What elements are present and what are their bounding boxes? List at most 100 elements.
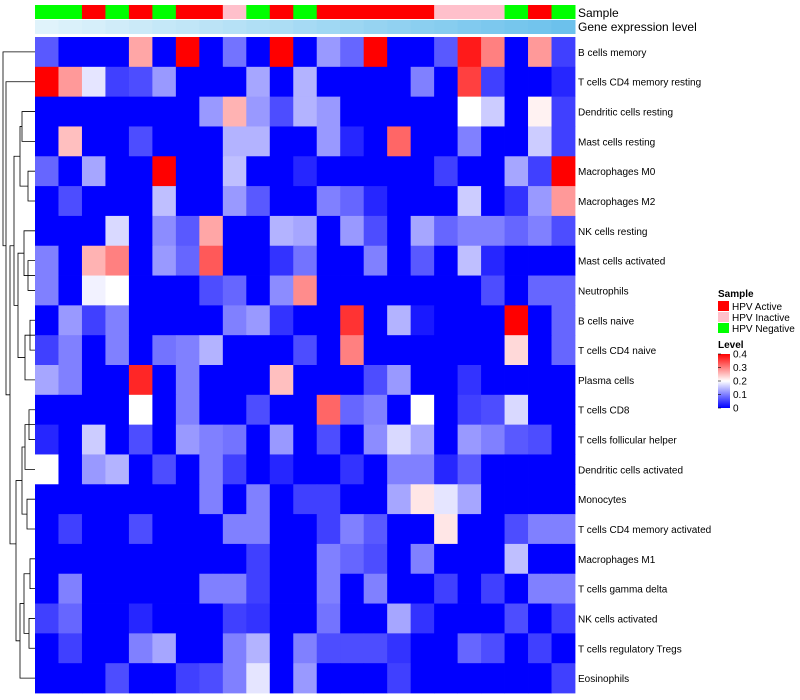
sample-legend-swatch	[718, 312, 729, 322]
heatmap-cell	[551, 335, 576, 366]
sample-annotation-cell	[199, 5, 224, 19]
heatmap-cell	[340, 215, 365, 247]
heatmap-cell	[316, 66, 341, 98]
heatmap-cell	[410, 514, 435, 545]
heatmap-cell	[410, 37, 435, 68]
heatmap-cell	[246, 543, 271, 575]
sample-legend-swatch	[718, 323, 729, 333]
heatmap-cell	[246, 633, 271, 664]
heatmap-cell	[410, 454, 435, 485]
gene-expression-cell	[128, 20, 153, 34]
heatmap-cell	[269, 305, 294, 336]
heatmap-cell	[457, 245, 482, 276]
sample-legend-swatch	[718, 301, 729, 311]
heatmap-cell	[481, 335, 505, 366]
heatmap-cell	[481, 603, 505, 634]
heatmap-cell	[504, 126, 529, 157]
heatmap-cell	[504, 245, 529, 276]
heatmap-cell	[152, 96, 177, 127]
heatmap-cell	[105, 454, 130, 485]
gene-expression-cell	[410, 20, 435, 34]
heatmap-cell	[35, 365, 59, 396]
heatmap-cell	[222, 484, 247, 515]
heatmap-cell	[58, 663, 83, 694]
heatmap-cell	[222, 454, 247, 485]
heatmap-cell	[293, 126, 318, 157]
heatmap-cell	[410, 156, 435, 187]
heatmap-cell	[269, 335, 294, 366]
heatmap-cell	[551, 484, 576, 515]
heatmap-cell	[528, 245, 552, 276]
heatmap-cell	[246, 514, 271, 545]
heatmap-cell	[222, 603, 247, 634]
heatmap-cell	[410, 573, 435, 604]
heatmap-cell	[128, 424, 153, 455]
heatmap-cell	[504, 424, 529, 455]
heatmap-cell	[387, 543, 412, 575]
heatmap-cell	[551, 573, 576, 604]
heatmap-cell	[457, 305, 482, 336]
heatmap-cell	[58, 365, 83, 396]
heatmap-cell	[410, 484, 435, 515]
heatmap-cell	[58, 245, 83, 276]
heatmap-cell	[504, 394, 529, 426]
heatmap-cell	[387, 424, 412, 455]
heatmap-cell	[35, 484, 59, 515]
heatmap-cell	[152, 305, 177, 336]
heatmap-cell	[528, 603, 552, 634]
heatmap-cell	[340, 365, 365, 396]
sample-annotation-cell	[340, 5, 365, 19]
row-label: B cells memory	[578, 48, 646, 59]
heatmap-cell	[551, 66, 576, 98]
heatmap-cell	[35, 37, 59, 68]
heatmap-cell	[481, 245, 505, 276]
heatmap-cell	[457, 96, 482, 127]
row-label: T cells CD4 memory activated	[578, 525, 711, 536]
heatmap-cell	[528, 454, 552, 485]
heatmap-cell	[528, 275, 552, 306]
heatmap-cell	[152, 603, 177, 634]
heatmap-cell	[316, 633, 341, 664]
level-legend-title: Level	[718, 340, 744, 351]
heatmap-cell	[105, 424, 130, 455]
heatmap-cell	[316, 305, 341, 336]
heatmap-cell	[81, 603, 106, 634]
heatmap-cell	[528, 66, 552, 98]
sample-legend-label: HPV Negative	[732, 324, 795, 335]
dendrogram-branch	[28, 618, 35, 649]
heatmap-cell	[551, 514, 576, 545]
heatmap-cell	[528, 215, 552, 247]
heatmap-cell	[35, 663, 59, 694]
heatmap-cell	[434, 663, 459, 694]
heatmap-cell	[316, 335, 341, 366]
heatmap-cell	[222, 335, 247, 366]
heatmap-cell	[175, 394, 200, 426]
dendrogram-branch	[23, 230, 35, 276]
heatmap-cell	[246, 66, 271, 98]
sample-annotation-cell	[387, 5, 412, 19]
heatmap-cell	[434, 126, 459, 157]
heatmap-cell	[105, 305, 130, 336]
heatmap-cell	[340, 275, 365, 306]
heatmap-cell	[528, 37, 552, 68]
heatmap-cell	[58, 603, 83, 634]
sample-annotation-cell	[504, 5, 529, 19]
heatmap-cell	[175, 573, 200, 604]
heatmap-cell	[363, 275, 388, 306]
heatmap-cell	[152, 663, 177, 694]
heatmap-cell	[340, 335, 365, 366]
heatmap-cell	[293, 424, 318, 455]
heatmap-cell	[128, 335, 153, 366]
gene-expression-cell	[316, 20, 341, 34]
row-label: Neutrophils	[578, 286, 629, 297]
heatmap-cell	[128, 215, 153, 247]
sample-annotation-cell	[363, 5, 388, 19]
heatmap-cell	[363, 96, 388, 127]
heatmap-cell	[410, 215, 435, 247]
heatmap-cell	[293, 573, 318, 604]
heatmap-cell	[105, 633, 130, 664]
heatmap-cell	[316, 424, 341, 455]
heatmap-cell	[105, 365, 130, 396]
heatmap-cell	[481, 96, 505, 127]
